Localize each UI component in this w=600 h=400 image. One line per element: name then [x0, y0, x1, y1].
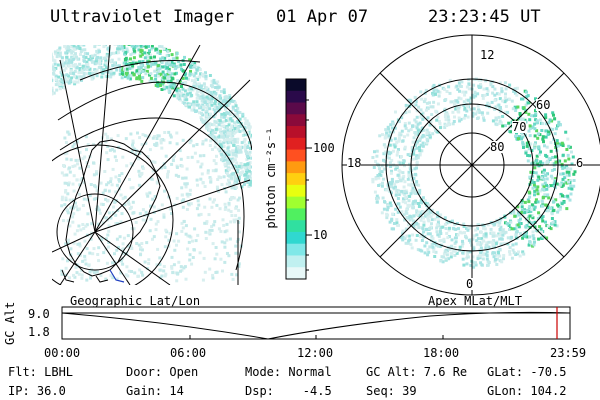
mlat-label-60: 60 — [536, 98, 551, 112]
gain-info: Gain: 14 — [126, 384, 184, 398]
mode-info: Mode: Normal — [245, 365, 332, 379]
mlt-label-18: 18 — [347, 156, 362, 170]
colorbar-segment — [286, 208, 306, 221]
seq-info: Seq: 39 — [366, 384, 417, 398]
colorbar-segment — [286, 231, 306, 245]
altitude-xtick-1800: 18:00 — [423, 346, 460, 360]
glon-info: GLon: 104.2 — [487, 384, 567, 398]
colorbar-segment — [286, 161, 306, 174]
colorbar-segment — [286, 255, 306, 268]
altitude-xtick-2359: 23:59 — [550, 346, 587, 360]
filter-info: Flt: LBHL — [8, 365, 74, 379]
mlt-label-6: 6 — [576, 156, 584, 170]
time-label: 23:23:45 UT — [428, 7, 541, 27]
dsp-info: Dsp: -4.5 — [245, 384, 332, 398]
geo-aurora-speckle — [52, 45, 252, 283]
mlt-label-12: 12 — [480, 48, 495, 62]
ip-info: IP: 36.0 — [8, 384, 66, 398]
colorbar-segment — [286, 137, 306, 151]
date-label: 01 Apr 07 — [276, 7, 369, 27]
colorbar-segment — [286, 126, 306, 139]
gc-alt-info: GC Alt: 7.6 Re — [366, 365, 468, 379]
polar-panel-label: Apex MLat/MLT — [428, 294, 522, 308]
antarctica-outline — [65, 139, 161, 277]
colorbar-segment — [286, 220, 306, 233]
mlat-label-80: 80 — [490, 140, 505, 154]
geo-panel-label: Geographic Lat/Lon — [70, 294, 201, 308]
altitude-ytick-1.8: 1.8 — [28, 325, 50, 339]
colorbar-segment — [286, 90, 306, 104]
door-info: Door: Open — [126, 365, 199, 379]
mlt-label-0: 0 — [466, 277, 474, 291]
colorbar-segment — [286, 102, 306, 115]
altitude-xtick-1200: 12:00 — [297, 346, 334, 360]
colorbar-segment — [286, 243, 306, 256]
colorbar-segment — [286, 114, 306, 127]
colorbar-segment — [286, 79, 306, 92]
instrument-title: Ultraviolet Imager — [50, 7, 235, 27]
altitude-xtick-0000: 00:00 — [44, 346, 81, 360]
colorbar-segment — [286, 184, 306, 198]
altitude-xtick-0600: 06:00 — [170, 346, 207, 360]
glat-info: GLat: -70.5 — [487, 365, 567, 379]
colorbar-segment — [286, 196, 306, 209]
colorbar-segment — [286, 267, 306, 280]
altitude-ytick-9: 9.0 — [28, 307, 50, 321]
colorbar-tick-100: 100 — [313, 141, 335, 155]
colorbar-segment — [286, 173, 306, 186]
altitude-ylabel: GC Alt — [3, 301, 17, 345]
colorbar-segment — [286, 149, 306, 162]
colorbar-tick-10: 10 — [313, 228, 328, 242]
mlat-label-70: 70 — [512, 120, 527, 134]
